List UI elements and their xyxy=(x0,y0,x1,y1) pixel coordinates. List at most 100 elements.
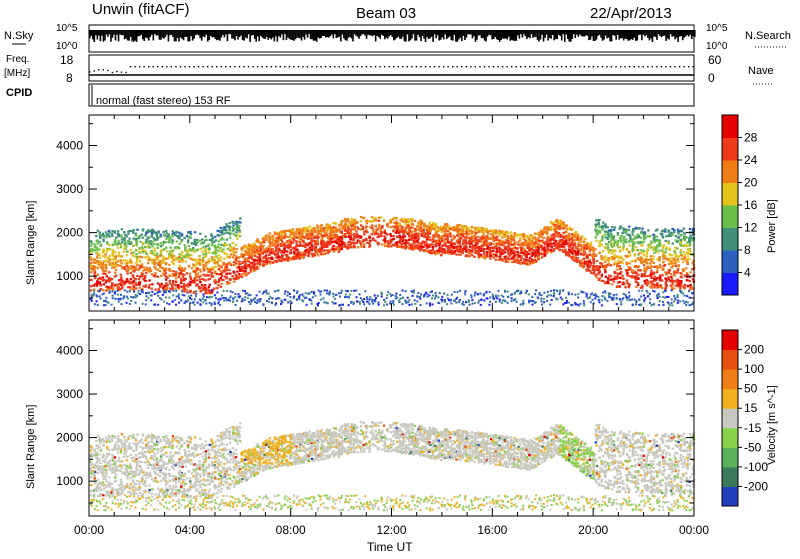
power-cell xyxy=(105,300,107,302)
power-cell xyxy=(419,298,421,300)
power-cell xyxy=(416,244,418,246)
nsky-bar xyxy=(662,30,664,36)
power-cell xyxy=(438,234,440,236)
freq-point xyxy=(674,66,675,67)
power-cell xyxy=(113,241,115,243)
nsky-bar xyxy=(540,30,542,40)
power-cell xyxy=(485,291,487,293)
power-cell xyxy=(209,239,211,241)
nsky-bar xyxy=(267,30,269,40)
power-cell xyxy=(344,236,346,238)
power-cell xyxy=(310,236,312,238)
power-cell xyxy=(313,291,315,293)
nsky-bar xyxy=(317,30,319,38)
power-cell xyxy=(277,258,279,260)
power-cell xyxy=(416,295,418,297)
power-cell xyxy=(469,304,471,306)
freq-point xyxy=(457,66,458,67)
nsky-bar xyxy=(361,30,363,34)
power-cell xyxy=(544,254,546,256)
power-cell xyxy=(459,231,461,233)
nsky-bar xyxy=(348,30,350,38)
power-cell xyxy=(538,294,540,296)
power-cell xyxy=(359,241,361,243)
freq-point xyxy=(375,66,376,67)
power-cell xyxy=(234,259,236,261)
nsky-bar xyxy=(614,30,616,36)
power-cell xyxy=(234,228,236,230)
power-cell xyxy=(455,302,457,304)
power-cell xyxy=(449,300,451,302)
power-cell xyxy=(401,290,403,292)
power-cell xyxy=(363,243,365,245)
nsky-bar xyxy=(143,30,145,41)
nsky-bar xyxy=(519,30,521,39)
power-cell xyxy=(477,231,479,233)
nsky-bar xyxy=(683,30,685,38)
power-cell xyxy=(178,261,180,263)
power-cell xyxy=(166,302,168,304)
power-cell xyxy=(362,301,364,303)
nsky-bar xyxy=(301,30,303,41)
power-cell xyxy=(446,236,448,238)
nsky-bar xyxy=(375,30,377,41)
power-cell xyxy=(322,240,324,242)
power-cell xyxy=(186,253,188,255)
power-cell xyxy=(351,218,353,220)
power-cell xyxy=(504,290,506,292)
power-cell xyxy=(120,246,122,248)
beam-title: Beam 03 xyxy=(356,5,416,22)
power-cell xyxy=(248,301,250,303)
freq-point xyxy=(688,66,689,67)
power-cell xyxy=(378,304,380,306)
power-cell xyxy=(377,242,379,244)
nsky-bar xyxy=(283,30,285,40)
nsky-bar xyxy=(168,30,170,41)
power-cell xyxy=(392,300,394,302)
nsky-bar xyxy=(101,30,103,36)
power-cell xyxy=(358,293,360,295)
power-cell xyxy=(321,227,323,229)
power-cell xyxy=(431,252,433,254)
power-cell xyxy=(256,252,258,254)
power-cell xyxy=(507,244,509,246)
freq-point xyxy=(130,66,131,67)
freq-point xyxy=(606,66,607,67)
power-cell xyxy=(178,243,180,245)
freq-point xyxy=(538,66,539,67)
freq-point xyxy=(352,66,353,67)
nsky-bar xyxy=(124,30,126,39)
power-cell xyxy=(396,242,398,244)
nsky-bar xyxy=(287,30,289,38)
nsky-bar xyxy=(230,30,232,34)
power-cell xyxy=(232,297,234,299)
power-cell xyxy=(314,230,316,232)
power-cell xyxy=(535,289,537,291)
freq-point xyxy=(575,66,576,67)
power-cell xyxy=(204,284,206,286)
power-cell xyxy=(160,250,162,252)
power-cell xyxy=(492,295,494,297)
power-cell xyxy=(235,244,237,246)
power-cell xyxy=(432,222,434,224)
power-cell xyxy=(199,255,201,257)
nsky-bar xyxy=(505,30,507,38)
nsky-bar xyxy=(89,30,91,38)
power-cell xyxy=(477,293,479,295)
power-cell xyxy=(91,295,93,297)
power-cell xyxy=(376,236,378,238)
power-cell xyxy=(183,302,185,304)
power-cell xyxy=(208,290,210,292)
power-cell xyxy=(96,246,98,248)
power-cell xyxy=(517,244,519,246)
power-cell xyxy=(498,232,500,234)
power-cell xyxy=(335,223,337,225)
power-cell xyxy=(202,264,204,266)
power-cell xyxy=(295,240,297,242)
power-cell xyxy=(148,284,150,286)
nsky-bar xyxy=(272,30,274,38)
power-cell xyxy=(127,270,129,272)
power-cell xyxy=(362,240,364,242)
power-cell xyxy=(153,243,155,245)
nsky-bar xyxy=(189,30,191,41)
